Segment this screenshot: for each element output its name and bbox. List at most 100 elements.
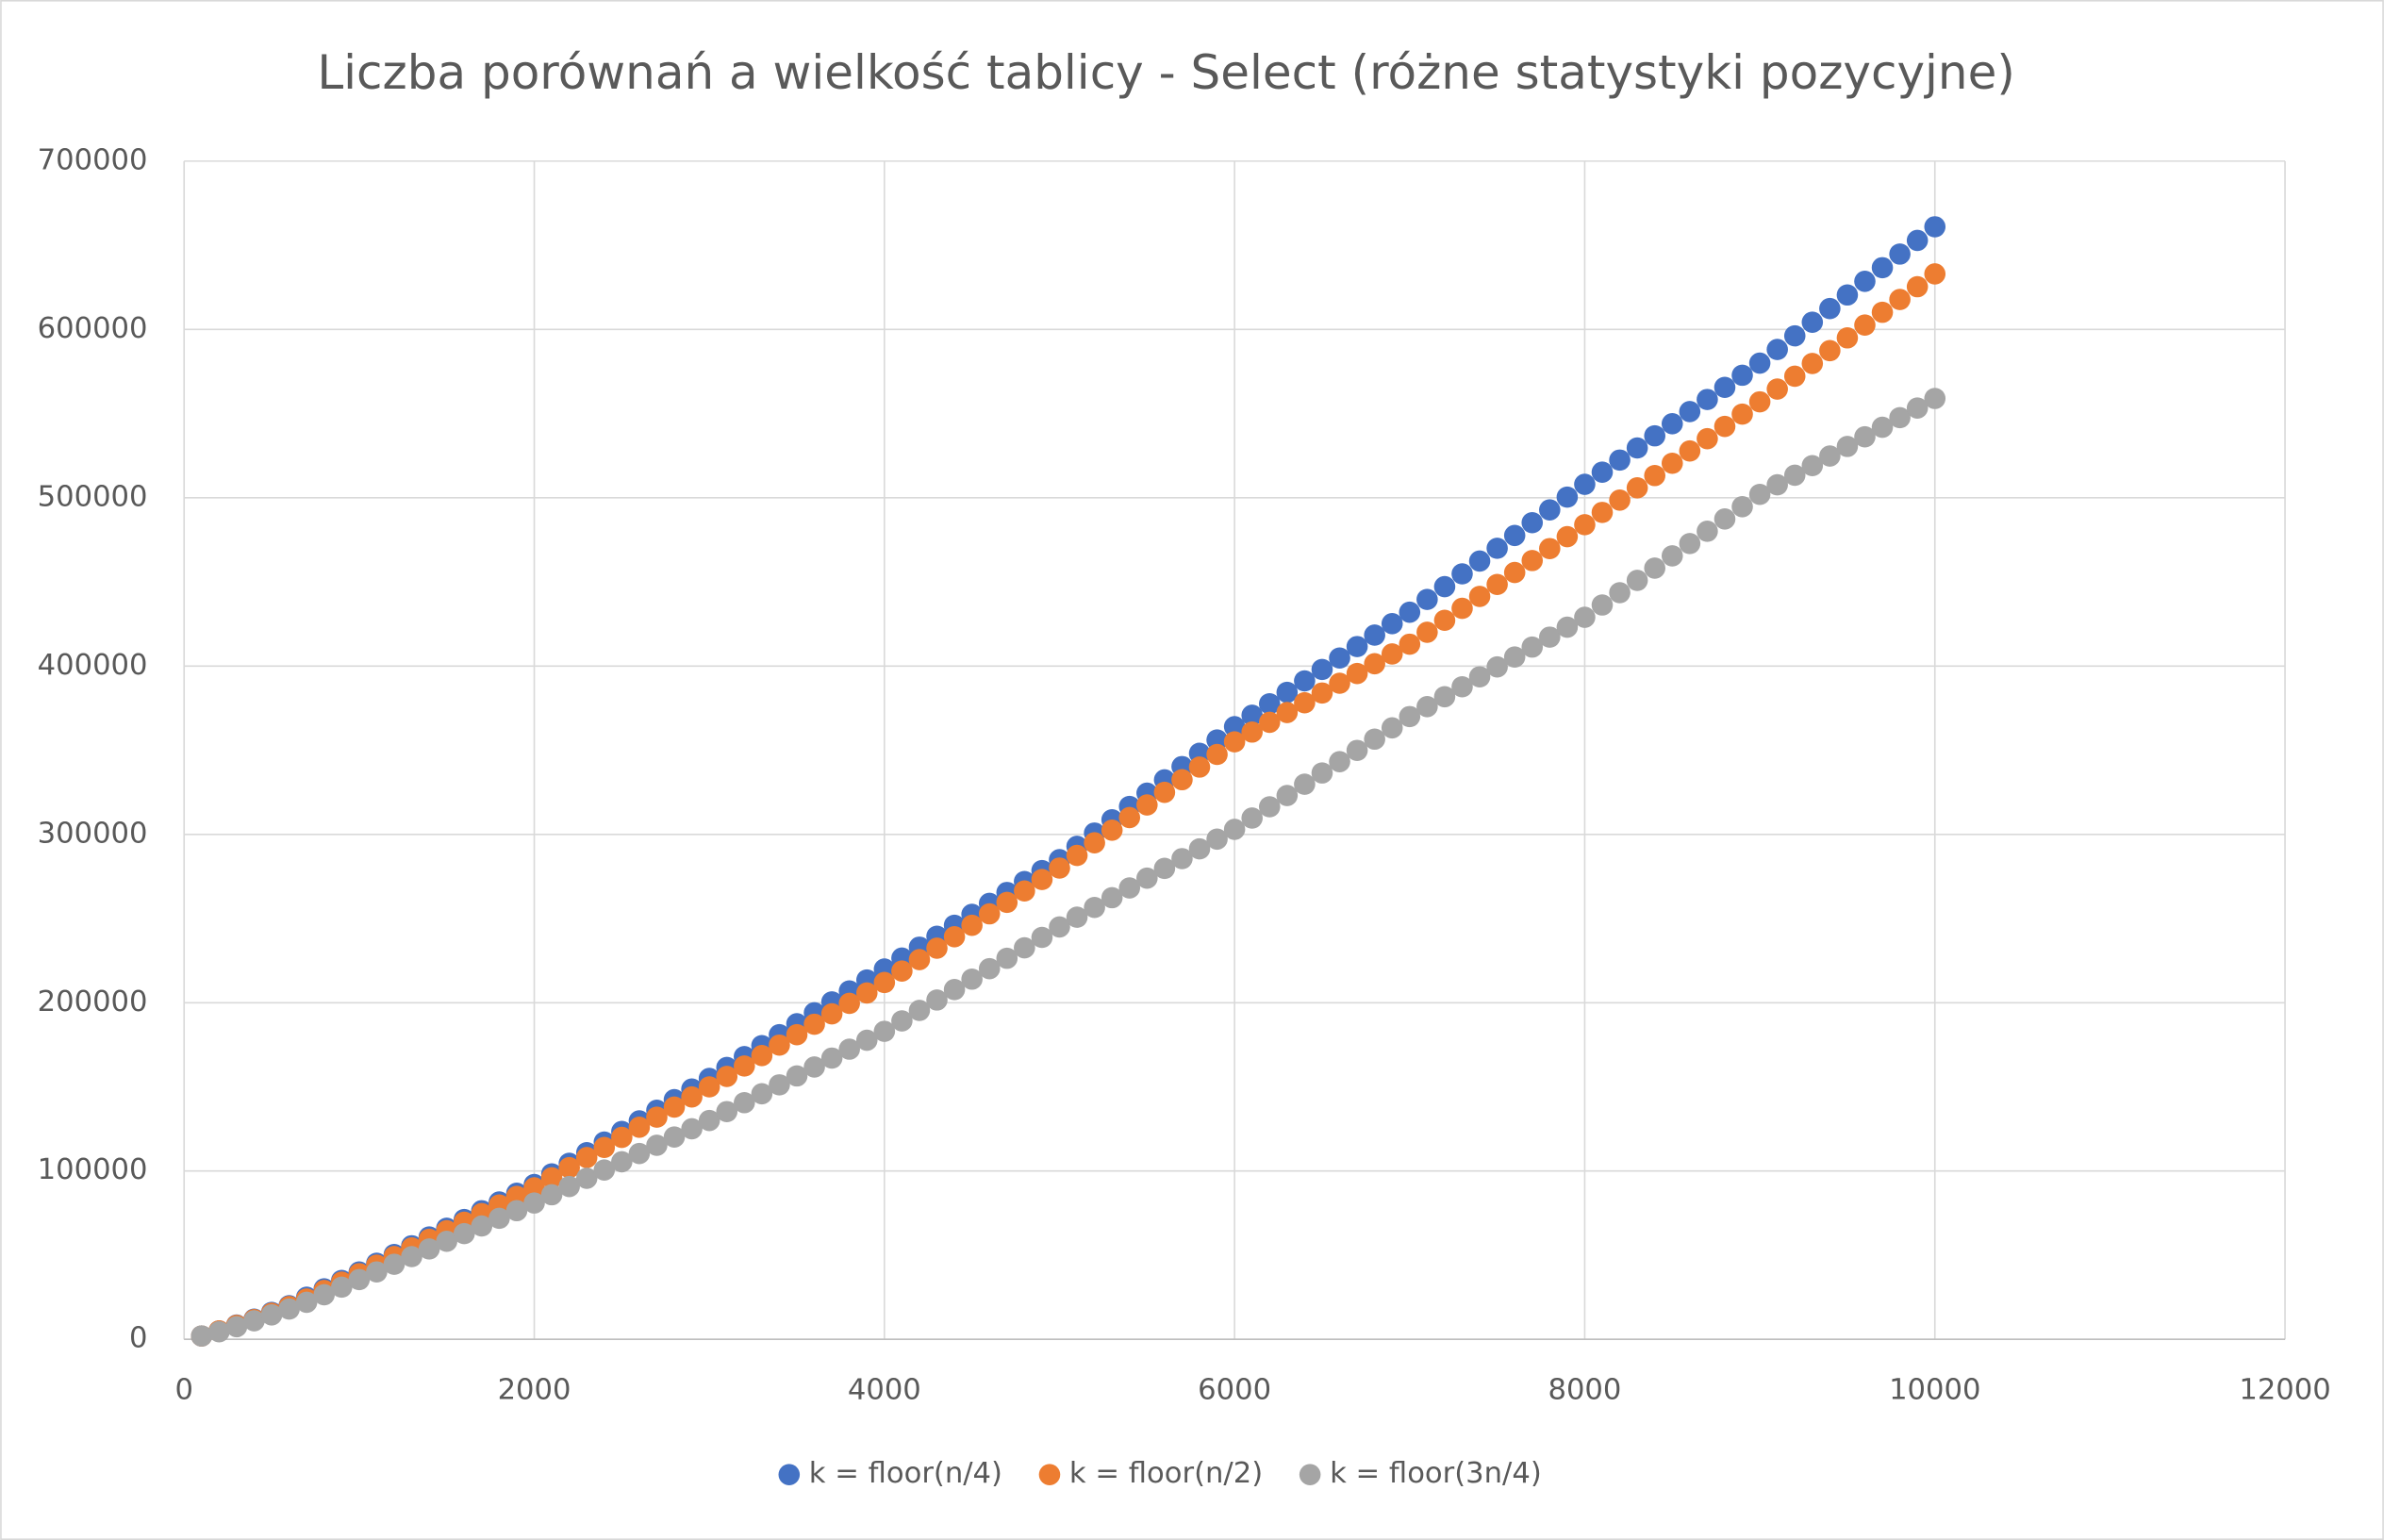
point — [366, 1261, 388, 1283]
point — [1346, 739, 1368, 762]
point — [1783, 324, 1806, 347]
point — [1399, 601, 1421, 623]
point — [1819, 445, 1841, 467]
point — [436, 1230, 457, 1252]
point — [1101, 886, 1123, 909]
point — [1889, 289, 1911, 310]
point — [1153, 857, 1176, 880]
point — [1329, 672, 1350, 694]
point — [1329, 751, 1350, 772]
point — [1871, 416, 1894, 439]
point — [1556, 486, 1579, 508]
point — [1889, 243, 1911, 265]
point — [1084, 832, 1105, 853]
point — [1416, 588, 1438, 610]
point — [1697, 389, 1718, 410]
point — [1714, 508, 1736, 530]
point — [1223, 731, 1246, 753]
point — [383, 1253, 406, 1275]
point — [1014, 880, 1035, 902]
point — [1258, 796, 1281, 818]
point — [1906, 229, 1929, 252]
point — [1819, 297, 1841, 320]
y-tick-label: 100000 — [38, 1153, 148, 1186]
y-tick-label: 600000 — [38, 312, 148, 345]
point — [1171, 848, 1193, 869]
legend-marker — [1038, 1464, 1061, 1485]
point — [558, 1175, 580, 1198]
point — [1416, 621, 1438, 643]
point — [1906, 397, 1929, 419]
point — [558, 1156, 580, 1179]
point — [611, 1126, 633, 1149]
point — [1241, 704, 1263, 726]
point — [593, 1136, 616, 1159]
point — [190, 1325, 213, 1347]
point — [681, 1118, 703, 1140]
point — [978, 902, 1001, 925]
x-tick-label: 10000 — [1889, 1374, 1980, 1407]
point — [1854, 271, 1876, 292]
point — [803, 1013, 825, 1035]
point — [1783, 365, 1806, 388]
x-tick-label: 0 — [174, 1374, 192, 1407]
point — [1241, 720, 1263, 743]
legend-label: k = floor(n/4) — [809, 1457, 1002, 1490]
point — [1258, 692, 1281, 715]
point — [1714, 415, 1736, 438]
point — [1329, 647, 1350, 670]
point — [1661, 545, 1683, 567]
point — [1399, 633, 1421, 655]
point — [1521, 511, 1544, 534]
point — [820, 1047, 843, 1069]
point — [1539, 626, 1561, 648]
point — [769, 1074, 790, 1096]
y-tick-label: 0 — [129, 1322, 147, 1355]
point — [1801, 353, 1824, 374]
point — [1066, 844, 1088, 867]
point — [313, 1283, 336, 1306]
point — [1188, 756, 1211, 778]
point — [331, 1276, 353, 1299]
point — [540, 1167, 563, 1189]
point — [1468, 666, 1491, 688]
point — [786, 1023, 808, 1046]
point — [1364, 728, 1385, 751]
point — [1748, 483, 1771, 505]
point — [1223, 716, 1246, 737]
chart-title: Liczba porównań a wielkość tablicy - Sel… — [317, 45, 2015, 100]
x-tick-label: 2000 — [498, 1374, 571, 1407]
point — [1871, 301, 1894, 323]
point — [908, 949, 931, 970]
point — [1783, 464, 1806, 487]
point — [1294, 691, 1316, 714]
point — [716, 1101, 738, 1123]
point — [1609, 582, 1631, 604]
point — [1679, 533, 1701, 555]
point — [1206, 743, 1228, 766]
point — [540, 1184, 563, 1206]
point — [523, 1192, 545, 1214]
point — [698, 1109, 720, 1132]
point — [1206, 828, 1228, 851]
point — [1644, 557, 1665, 579]
point — [1731, 496, 1753, 518]
point — [1311, 682, 1333, 704]
point — [1381, 613, 1403, 635]
point — [1626, 437, 1648, 459]
point — [243, 1310, 265, 1332]
point — [926, 937, 948, 959]
point — [628, 1142, 651, 1165]
point — [1503, 561, 1526, 584]
point — [663, 1096, 686, 1118]
point — [1468, 586, 1491, 607]
y-tick-label: 300000 — [38, 817, 148, 850]
point — [734, 1091, 755, 1114]
point — [803, 1056, 825, 1078]
point — [1049, 857, 1070, 879]
point — [1223, 819, 1246, 840]
point — [751, 1083, 773, 1105]
point — [1294, 773, 1316, 795]
point — [838, 992, 860, 1015]
point — [208, 1320, 230, 1343]
